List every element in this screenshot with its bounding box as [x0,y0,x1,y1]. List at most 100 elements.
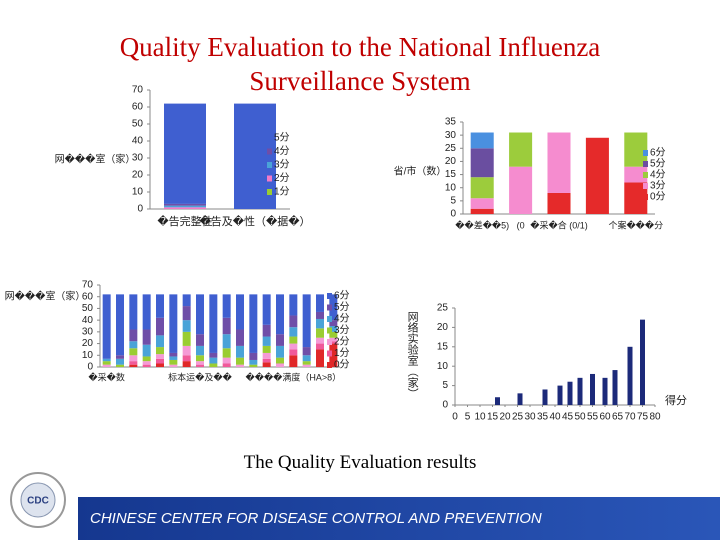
legend-swatch [327,304,332,311]
bar-segment [142,364,151,367]
x-tick-label: 0 [452,412,458,423]
bar-segment [316,349,324,367]
y-tick-label: 0 [87,362,93,373]
y-tick-label: 25 [445,143,457,154]
bar-segment [156,354,164,359]
bar-segment [329,326,338,332]
x-tick-label: 30 [524,412,536,423]
y-tick-label: 30 [82,326,94,337]
y-tick-label: 0 [442,400,448,411]
y-tick-label: 20 [132,170,144,181]
x-tick-label: 60 [599,412,611,423]
bar-segment [156,347,164,355]
bar [612,370,618,405]
bar-segment [236,364,244,367]
x-tick-label: (0 [517,220,525,230]
bar-segment [196,364,204,367]
legend-swatch [327,350,332,357]
bar-segment [236,345,244,358]
y-tick-label: 10 [445,182,457,193]
bar-segment [547,132,571,193]
bar-segment [129,329,138,342]
y-tick-label: 20 [82,338,94,349]
y-tick-label: 0 [450,209,456,220]
x-axis-label: 得分 [665,394,687,407]
bar-segment [196,294,204,335]
bar-segment [222,317,231,335]
caption: The Quality Evaluation results [243,452,477,473]
logo-ring [10,472,66,528]
x-tick-label: 35 [537,412,549,423]
bar-segment [262,352,271,359]
logo-text: CDC [27,496,49,507]
bar-segment [169,356,178,360]
y-tick-label: 20 [437,322,449,333]
y-tick-label: 70 [82,280,94,291]
legend-swatch [643,194,648,200]
bar-segment [102,358,111,362]
y-tick-label: 60 [82,291,94,302]
bar-segment [236,294,244,330]
slide-title: Quality Evaluation to the National Influ… [119,32,601,96]
legend-swatch [327,362,332,368]
bar-segment [289,315,298,328]
bar-segment [209,363,218,367]
legend-label: 6分 [334,290,350,302]
y-tick-label: 20 [445,156,457,167]
bar-segment [142,344,151,357]
bar-segment [276,345,284,358]
legend-swatch [643,172,648,178]
bar-segment [302,364,311,367]
x-tick-label: 40 [549,412,561,423]
y-tick-label: 15 [437,341,449,352]
bar-segment [129,348,138,356]
legend-label: 3分 [650,180,666,192]
bar-segment [302,294,311,348]
x-tick-label: 50 [574,412,586,423]
y-tick-label: 5 [442,380,448,391]
bar [517,393,523,405]
bar-segment [262,294,271,325]
y-tick-label: 30 [445,130,457,141]
bar-segment [289,343,298,350]
bar-segment [470,208,494,214]
y-tick-label: 30 [132,153,144,164]
bar-segment [316,318,324,329]
bar-segment [316,294,324,312]
bar-segment [302,361,311,365]
bar-segment [129,341,138,349]
legend-swatch [327,339,332,345]
bar-segment [129,355,138,362]
legend-label: 3分 [274,159,290,171]
bar-segment [249,294,258,353]
y-tick-label: 10 [82,350,94,361]
bar-segment [129,364,138,367]
bar-segment [585,137,609,214]
legend-swatch [267,148,272,155]
y-tick-label: 25 [437,303,449,314]
bar-segment [302,355,311,362]
bar-segment [222,363,231,367]
bar-segment [116,358,124,365]
bar-segment [329,294,338,321]
x-tick-label: �告完整性 [157,214,212,228]
bar-segment [276,357,284,364]
bar-segment [209,357,218,364]
bar-segment [182,331,191,346]
bar-segment [196,361,204,365]
legend-label: 4分 [334,313,350,325]
bar-segment [222,294,231,318]
bar [495,397,500,405]
bar-segment [262,336,271,346]
legend-label: 2分 [334,336,350,348]
legend-swatch [643,183,648,189]
bar-segment [470,177,494,199]
bar-segment [156,294,164,318]
bar-segment [156,317,164,336]
x-tick-label: 5 [465,412,471,423]
bar-segment [262,362,271,367]
x-tick-label: 75 [637,412,649,423]
bar-segment [116,355,124,359]
